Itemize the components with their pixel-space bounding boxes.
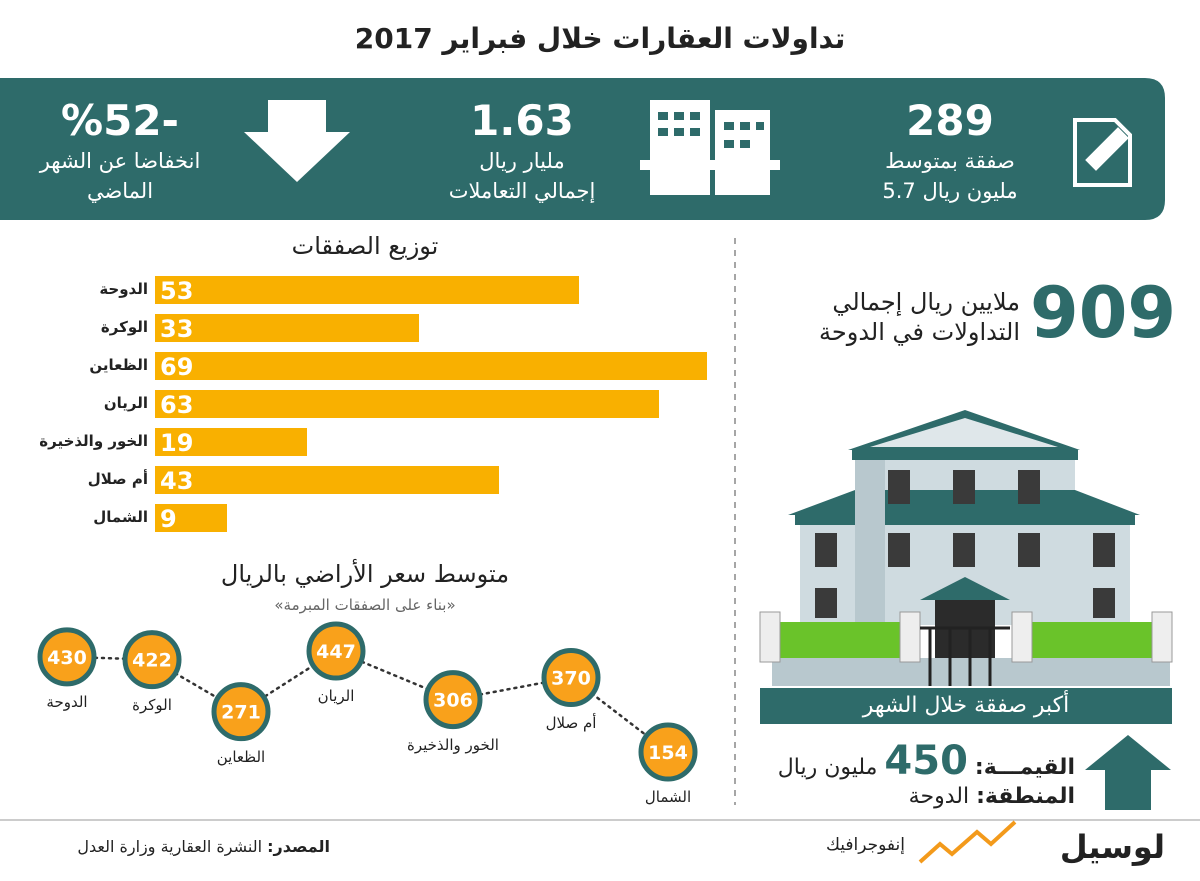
source: المصدر: النشرة العقارية وزارة العدل (77, 837, 330, 856)
category-label: الدوحة (99, 280, 148, 298)
price-label: 447 (316, 641, 356, 663)
building-windows (658, 112, 764, 148)
category-label: الوكرة (132, 695, 172, 714)
brand: لوسيل (1059, 828, 1165, 866)
source-label: المصدر: (267, 837, 330, 856)
deal-value-label: القيمـــة: (974, 755, 1075, 780)
house-illustration (759, 410, 1173, 686)
deal-banner-text: أكبر صفقة خلال الشهر (862, 693, 1070, 718)
category-label: الريان (317, 687, 355, 705)
category-label: الدوحة (46, 692, 88, 711)
category-label: الريان (103, 394, 148, 412)
stat-value: 289 (906, 96, 994, 145)
bar-value-label: 69 (160, 353, 193, 381)
bar (155, 466, 499, 494)
stat: %52- انخفاضا عن الشهر الماضي (0, 96, 240, 206)
price-dot (638, 722, 698, 782)
price-label: 422 (132, 650, 172, 672)
stat: 289 صفقة بمتوسط 5.7 مليون ريال (830, 96, 1070, 206)
price-dot (211, 682, 271, 742)
stat: 1.63 مليار ريال إجمالي التعاملات (402, 96, 642, 206)
price-label: 306 (433, 690, 473, 712)
deal-value-row: القيمـــة: 450 مليون ريال (778, 738, 1075, 784)
source-text: النشرة العقارية وزارة العدل (77, 837, 263, 856)
price-label: 370 (551, 668, 591, 690)
category-label: الخور والذخيرة (407, 735, 499, 754)
category-label: الوكرة (100, 318, 148, 336)
stat-text: 5.7 مليون ريال (882, 179, 1018, 203)
bar-value-label: 53 (160, 277, 193, 305)
logo-mark (918, 820, 1017, 864)
stat-text: صفقة بمتوسط (885, 149, 1015, 173)
deal-area: الدوحة (908, 784, 970, 809)
bar (155, 428, 307, 456)
down-arrow (244, 100, 350, 182)
category-label: الخور والذخيرة (39, 432, 148, 450)
category-label: أم صلال (545, 713, 597, 732)
stat-text: الماضي (86, 179, 154, 203)
deal-area-label: المنطقة: (976, 784, 1075, 809)
doha-text: ملايين ريال إجمالي (832, 288, 1020, 316)
price-label: 154 (648, 742, 688, 764)
price-label: 430 (47, 647, 87, 669)
title: تداولات العقارات خلال فبراير 2017 (354, 22, 846, 55)
document-icon (1073, 118, 1132, 187)
stat-text: انخفاضا عن الشهر (39, 149, 201, 173)
line-chart-title: متوسط سعر الأراضي بالريال (220, 560, 510, 588)
price-dot (306, 621, 366, 681)
price-label: 271 (221, 702, 261, 724)
doha-value: 909 (1030, 272, 1177, 354)
bar-value-label: 43 (160, 467, 193, 495)
bar-chart-title: توزيع الصفقات (291, 232, 439, 260)
bar-value-label: 33 (160, 315, 193, 343)
category-label: الظعاين (216, 747, 266, 766)
deal-banner (760, 688, 1172, 724)
up-arrow (1085, 735, 1171, 810)
stat-value: 1.63 (470, 96, 574, 145)
deal-value: 450 (884, 738, 968, 784)
bar (155, 314, 419, 342)
bar (155, 276, 579, 304)
bar-value-label: 19 (160, 429, 193, 457)
price-dot (541, 648, 601, 708)
stat-value: %52- (61, 96, 179, 145)
bar-value-label: 9 (160, 505, 177, 533)
footer-tag: إنفوجرافيك (825, 835, 905, 855)
category-label: الشمال (93, 508, 148, 526)
category-label: الظعاين (89, 356, 148, 374)
stat-text: إجمالي التعاملات (448, 179, 596, 203)
price-dot (423, 670, 483, 730)
price-dot (37, 627, 97, 687)
category-label: الشمال (644, 788, 692, 806)
bar-value-label: 63 (160, 391, 193, 419)
deal-area-row: المنطقة: الدوحة (909, 784, 1075, 809)
line-chart-subtitle: «بناء على الصفقات المبرمة» (274, 596, 456, 614)
bar (155, 390, 659, 418)
bar (155, 352, 707, 380)
category-label: أم صلال (87, 470, 148, 488)
doha-text: التداولات في الدوحة (819, 318, 1020, 346)
bar (155, 504, 227, 532)
deal-unit: مليون ريال (777, 755, 878, 780)
stat-text: مليار ريال (479, 149, 565, 173)
price-dot (122, 630, 182, 690)
